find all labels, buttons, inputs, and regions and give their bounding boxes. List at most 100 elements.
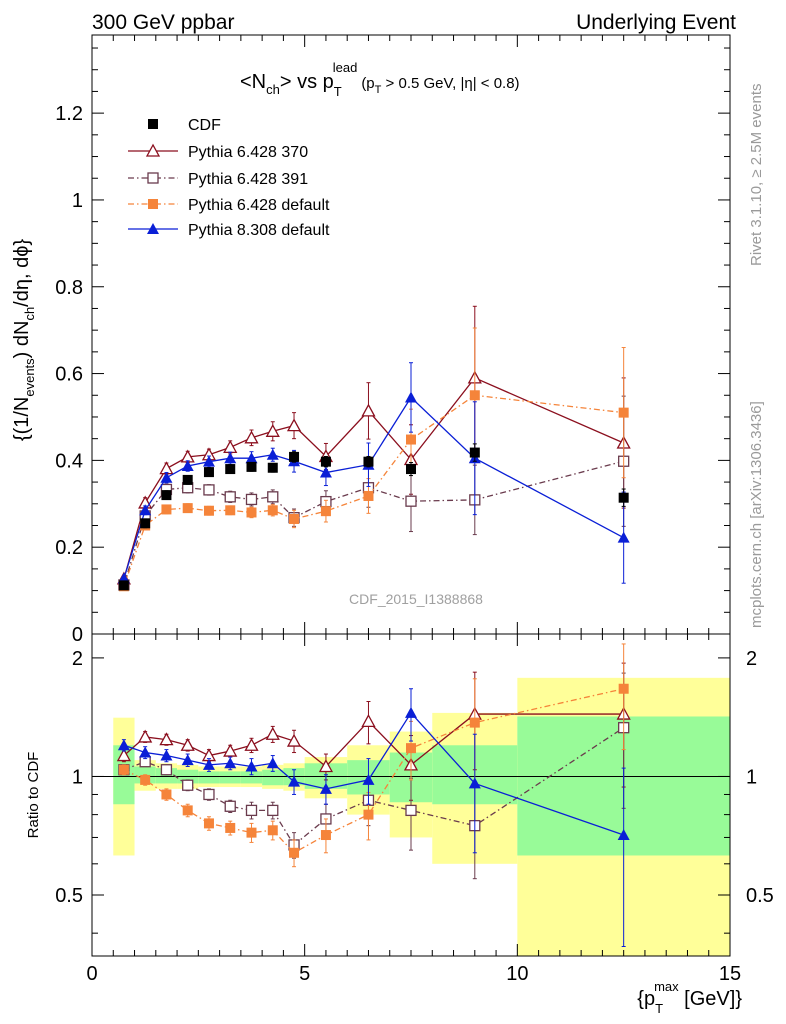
main-y-tick-label: 1 xyxy=(72,190,83,212)
marker-pythia-8-308-default xyxy=(617,531,630,543)
marker-pythia-6-428-default xyxy=(363,490,374,501)
ratio-marker-pythia-8-308-default xyxy=(160,749,173,761)
ratio-uncertainty-bands xyxy=(113,677,730,956)
ratio-marker-pythia-6-428-391 xyxy=(160,764,173,776)
ratio-y-tick-label-right: 2 xyxy=(746,648,757,670)
ratio-marker-pythia-6-428-default xyxy=(203,818,214,829)
ratio-marker-pythia-8-308-default xyxy=(224,757,237,769)
series-line-pythia-6-428-391 xyxy=(123,460,624,586)
marker-pythia-6-428-default xyxy=(320,506,331,517)
ratio-marker-pythia-6-428-370 xyxy=(159,732,174,746)
legend-marker-pythia-6-428-370 xyxy=(145,143,161,157)
ratio-marker-pythia-6-428-370 xyxy=(223,743,238,757)
legend-label-pythia-6-428-391: Pythia 6.428 391 xyxy=(188,171,308,188)
legend: CDF Pythia 6.428 370 Pythia 6.428 391 Pythi… xyxy=(128,117,330,239)
ratio-marker-pythia-8-308-default xyxy=(202,758,215,770)
marker-cdf xyxy=(469,447,480,458)
axis-ticks xyxy=(91,35,731,956)
ratio-y-tick-label: 0.5 xyxy=(55,885,83,907)
marker-pythia-6-428-391 xyxy=(405,495,417,507)
marker-pythia-6-428-default xyxy=(406,434,416,445)
marker-pythia-6-428-391 xyxy=(224,491,236,503)
ratio-marker-pythia-6-428-391 xyxy=(182,779,194,791)
marker-pythia-6-428-370 xyxy=(223,439,238,454)
ratio-y-axis-label: Ratio to CDF xyxy=(25,752,42,839)
legend-marker-cdf xyxy=(148,119,158,129)
legend-label-pythia-8-308-default: Pythia 8.308 default xyxy=(188,222,330,239)
marker-pythia-8-308-default xyxy=(202,455,215,467)
header-right: Underlying Event xyxy=(576,11,736,34)
marker-pythia-6-428-default xyxy=(267,505,278,516)
main-series-layer xyxy=(116,305,631,592)
marker-pythia-6-428-default xyxy=(289,513,300,524)
legend-marker-pythia-6-428-391 xyxy=(147,172,159,184)
ratio-y-tick-label: 1 xyxy=(72,766,83,788)
ratio-marker-pythia-6-428-370 xyxy=(138,729,153,743)
marker-pythia-8-308-default xyxy=(245,452,258,464)
ratio-band-inner xyxy=(262,769,284,786)
series-line-pythia-6-428-370 xyxy=(123,377,624,580)
ratio-marker-pythia-6-428-default xyxy=(225,822,236,833)
ratio-marker-pythia-8-308-default xyxy=(139,746,152,758)
marker-cdf xyxy=(246,461,257,472)
ratio-marker-pythia-6-428-default xyxy=(161,789,172,800)
marker-pythia-6-428-370 xyxy=(361,403,376,417)
marker-cdf xyxy=(363,456,374,467)
ratio-band-inner xyxy=(198,771,220,784)
marker-pythia-6-428-default xyxy=(225,505,236,516)
ratio-marker-pythia-6-428-391 xyxy=(245,804,258,817)
ratio-marker-pythia-6-428-370 xyxy=(361,714,376,728)
ratio-marker-pythia-6-428-default xyxy=(618,683,629,694)
marker-pythia-6-428-370 xyxy=(265,423,280,437)
ratio-marker-pythia-8-308-default xyxy=(181,754,194,766)
analysis-watermark: CDF_2015_I1388868 xyxy=(349,591,483,607)
ratio-marker-pythia-6-428-370 xyxy=(265,726,280,740)
ratio-marker-pythia-6-428-370 xyxy=(318,759,334,773)
main-y-tick-label: 1.2 xyxy=(55,103,83,125)
ratio-marker-pythia-6-428-370 xyxy=(286,733,302,747)
marker-pythia-8-308-default xyxy=(181,460,194,472)
ratio-marker-pythia-8-308-default xyxy=(362,773,375,785)
ratio-y-tick-label: 2 xyxy=(72,648,83,670)
ratio-marker-pythia-6-428-370 xyxy=(180,737,195,751)
marker-pythia-6-428-370 xyxy=(244,430,259,444)
ratio-marker-pythia-8-308-default xyxy=(266,757,279,769)
ratio-band-inner xyxy=(240,771,263,784)
main-y-axis-label: {(1/Nevents) dNch/dη, dϕ} xyxy=(11,239,37,442)
main-y-tick-label: 0.6 xyxy=(55,364,83,386)
marker-pythia-8-308-default xyxy=(266,448,279,460)
ratio-marker-pythia-6-428-default xyxy=(363,809,374,820)
marker-pythia-8-308-default xyxy=(139,504,152,516)
ratio-marker-pythia-6-428-default xyxy=(140,774,151,785)
ratio-marker-pythia-6-428-default xyxy=(246,827,257,838)
ratio-marker-pythia-6-428-default xyxy=(469,717,480,728)
ratio-marker-pythia-6-428-default xyxy=(118,764,129,775)
marker-pythia-8-308-default xyxy=(405,391,417,403)
ratio-marker-pythia-8-308-default xyxy=(405,706,417,718)
marker-pythia-6-428-default xyxy=(203,505,214,516)
ratio-marker-pythia-6-428-391 xyxy=(203,788,215,801)
main-y-tick-label: 0.4 xyxy=(55,450,83,472)
marker-pythia-6-428-default xyxy=(618,407,629,418)
ratio-marker-pythia-6-428-default xyxy=(182,805,193,816)
ratio-marker-pythia-8-308-default xyxy=(617,829,630,841)
marker-cdf xyxy=(203,467,214,478)
ratio-marker-pythia-6-428-391 xyxy=(224,800,236,812)
ratio-marker-pythia-6-428-default xyxy=(267,825,278,836)
marker-pythia-6-428-default xyxy=(161,504,172,515)
main-y-tick-label: 0.2 xyxy=(55,537,83,559)
ratio-marker-pythia-6-428-370 xyxy=(116,748,131,762)
mcplots-label: mcplots.cern.ch [arXiv:1306.3436] xyxy=(748,401,765,628)
marker-pythia-6-428-391 xyxy=(203,484,215,496)
marker-pythia-6-428-default xyxy=(469,390,480,401)
x-tick-label: 5 xyxy=(299,963,310,985)
marker-pythia-8-308-default xyxy=(224,452,237,464)
ratio-marker-pythia-6-428-391 xyxy=(405,804,417,817)
ratio-y-tick-label-right: 1 xyxy=(746,766,757,788)
ratio-series-layer xyxy=(116,643,631,947)
marker-cdf xyxy=(320,456,331,467)
marker-cdf xyxy=(118,580,129,591)
ratio-marker-pythia-6-428-391 xyxy=(267,804,279,817)
x-axis-label: {pTmax [GeV]} xyxy=(637,979,742,1016)
